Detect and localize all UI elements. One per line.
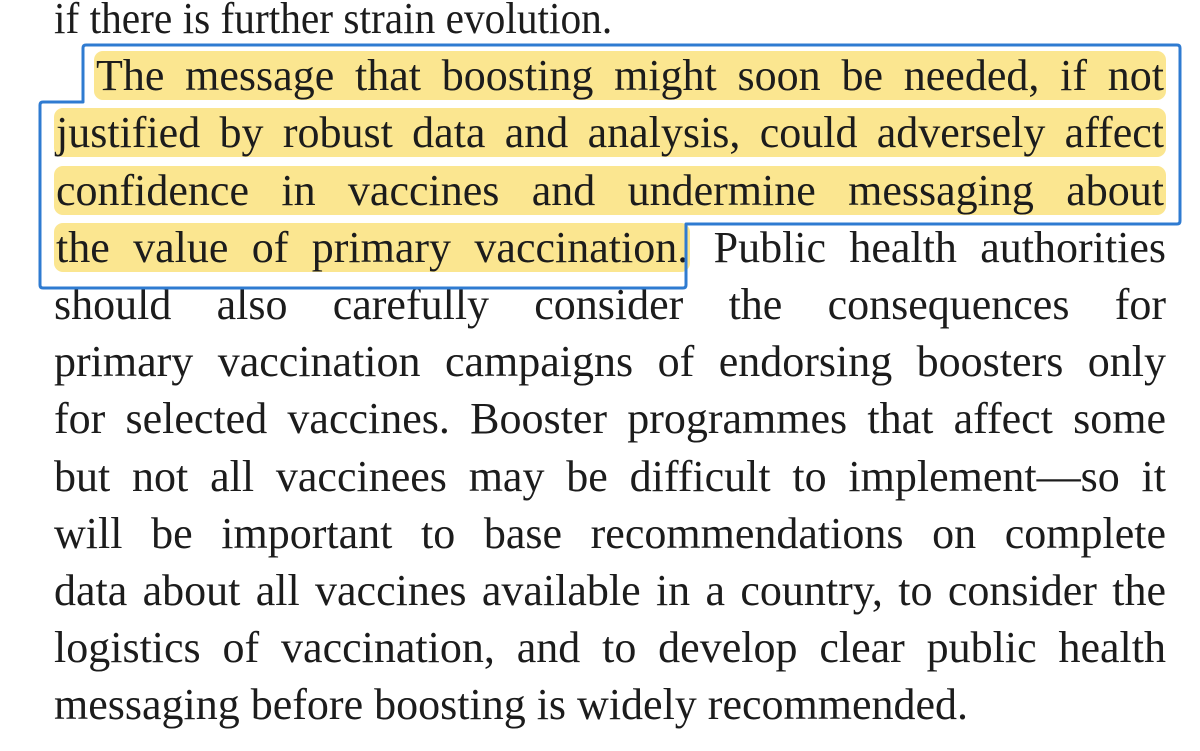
text-line: but not all vaccinees may be difficult t… [54,448,1166,505]
text-line: messaging before boosting is widely reco… [54,676,1166,733]
line-text: but not all vaccinees may be difficult t… [54,451,1166,501]
line-text: will be important to base recommendation… [54,508,1166,558]
text-line: if there is further strain evolution. [54,0,1099,47]
text-line-highlighted: The message that boosting might soon be … [54,47,1166,104]
line-text: if there is further strain evolution. [54,0,613,43]
text-line: data about all vaccines available in a c… [54,562,1166,619]
line-text: for selected vaccines. Booster programme… [54,394,1166,444]
text-line: will be important to base recommendation… [54,505,1166,562]
line-text: messaging before boosting is widely reco… [54,680,969,730]
highlighted-text[interactable]: The message that boosting might soon be … [94,51,1166,101]
text-line-mixed: the value of primary vaccination. Public… [54,219,1166,276]
line-text: primary vaccination campaigns of endorsi… [54,337,1166,387]
text-line: primary vaccination campaigns of endorsi… [54,333,1166,390]
text-line-highlighted: justified by robust data and analysis, c… [54,104,1166,161]
text-line: for selected vaccines. Booster programme… [54,390,1166,447]
highlighted-text[interactable]: confidence in vaccines and undermine mes… [54,165,1166,215]
text-line: should also carefully consider the conse… [54,276,1166,333]
line-text: should also carefully consider the conse… [54,279,1166,329]
line-text: logistics of vaccination, and to develop… [54,623,1166,673]
text-line-highlighted: confidence in vaccines and undermine mes… [54,162,1166,219]
line-text: data about all vaccines available in a c… [54,565,1166,615]
text-line: logistics of vaccination, and to develop… [54,619,1166,676]
document-page: if there is further strain evolution. Th… [54,0,1166,733]
line-text: Public health authorities [713,222,1167,272]
highlighted-text[interactable]: the value of primary vaccination. [54,222,691,272]
highlighted-text[interactable]: justified by robust data and analysis, c… [54,108,1166,158]
